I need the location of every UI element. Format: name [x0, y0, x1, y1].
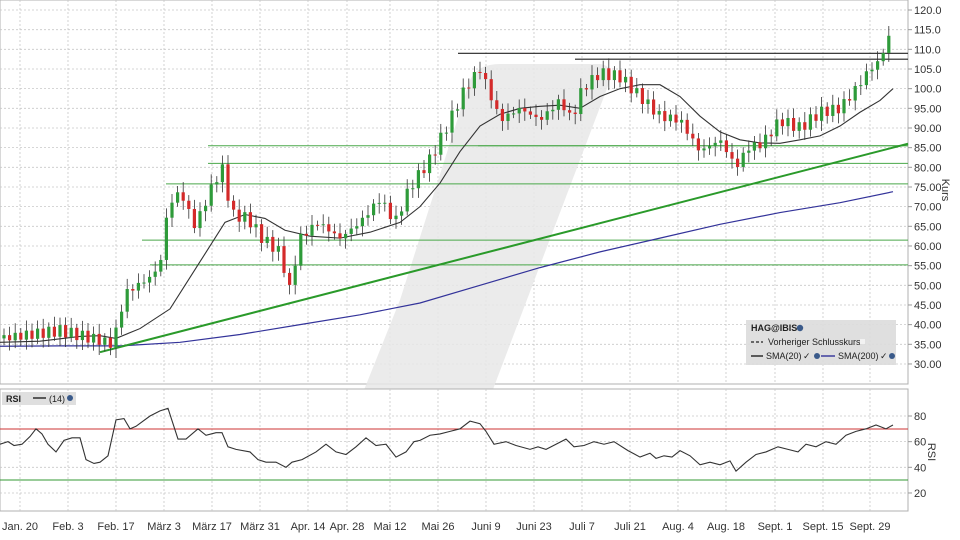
svg-text:100.0: 100.0	[914, 84, 942, 96]
svg-text:95.00: 95.00	[914, 103, 942, 115]
svg-text:70.00: 70.00	[914, 202, 942, 214]
check-icon[interactable]: ✓	[880, 351, 888, 361]
legend-sma20: SMA(20)	[766, 351, 802, 361]
svg-text:90.00: 90.00	[914, 123, 942, 135]
legend-title: HAG@IBIS	[751, 323, 797, 333]
svg-text:115.0: 115.0	[914, 25, 941, 37]
svg-text:55.00: 55.00	[914, 261, 942, 273]
rsi-grid	[0, 389, 908, 511]
svg-text:Aug. 4: Aug. 4	[662, 521, 694, 533]
support-trendline	[99, 142, 909, 354]
rsi-line	[0, 407, 894, 473]
svg-text:35.00: 35.00	[914, 339, 942, 351]
svg-text:80: 80	[914, 411, 926, 423]
svg-text:105.0: 105.0	[914, 64, 942, 76]
globe-icon[interactable]	[796, 324, 804, 332]
svg-text:85.00: 85.00	[914, 143, 942, 155]
svg-text:40: 40	[914, 462, 926, 474]
price-axis: 120.0 115.0 110.0 105.0 100.0 95.00 90.00 85.00…	[908, 5, 942, 371]
svg-text:März 17: März 17	[192, 521, 232, 533]
svg-text:120.0: 120.0	[914, 5, 942, 17]
svg-text:Mai 12: Mai 12	[373, 521, 406, 533]
svg-text:Apr. 14: Apr. 14	[291, 521, 326, 533]
svg-text:75.00: 75.00	[914, 182, 942, 194]
rsi-param: (14)	[49, 394, 65, 404]
rsi-title: RSI	[6, 394, 21, 404]
price-axis-title: Kurs	[939, 179, 951, 202]
main-panel: 120.0 115.0 110.0 105.0 100.0 95.00 90.00 85.00…	[0, 0, 951, 450]
rsi-panel: 80 60 40 20 RSI (14) RSI	[0, 388, 937, 512]
svg-text:Mai 26: Mai 26	[421, 521, 454, 533]
svg-text:Aug. 18: Aug. 18	[707, 521, 745, 533]
svg-text:Sept. 29: Sept. 29	[850, 521, 891, 533]
svg-text:Juli 7: Juli 7	[569, 521, 595, 533]
legend-prev-close: Vorheriger Schlusskurs	[768, 337, 861, 347]
candlesticks	[2, 26, 891, 359]
svg-text:Feb. 17: Feb. 17	[97, 521, 134, 533]
svg-text:110.0: 110.0	[914, 44, 941, 56]
svg-text:20: 20	[914, 488, 926, 500]
svg-text:März 3: März 3	[147, 521, 181, 533]
watermark-logo	[340, 64, 611, 450]
svg-text:80.00: 80.00	[914, 162, 942, 174]
date-axis: Jan. 20 Feb. 3 Feb. 17 März 3 März 17 März 31…	[2, 521, 891, 533]
svg-text:Feb. 3: Feb. 3	[52, 521, 83, 533]
svg-text:Sept. 15: Sept. 15	[803, 521, 844, 533]
checkbox-icon[interactable]	[860, 339, 865, 344]
legend-sma200: SMA(200)	[838, 351, 879, 361]
svg-text:März 31: März 31	[240, 521, 280, 533]
check-icon[interactable]: ✓	[803, 351, 811, 361]
svg-text:65.00: 65.00	[914, 221, 942, 233]
svg-text:Juni 23: Juni 23	[516, 521, 551, 533]
svg-text:60: 60	[914, 437, 926, 449]
svg-text:Juli 21: Juli 21	[614, 521, 646, 533]
main-legend: HAG@IBIS Vorheriger Schlusskurs SMA(20) …	[746, 320, 896, 365]
rsi-axis-title: RSI	[925, 443, 937, 461]
svg-text:60.00: 60.00	[914, 241, 942, 253]
globe-icon[interactable]	[814, 353, 820, 359]
rsi-axis: 80 60 40 20	[908, 411, 926, 500]
svg-text:Jan. 20: Jan. 20	[2, 521, 38, 533]
svg-text:50.00: 50.00	[914, 280, 942, 292]
svg-text:Sept. 1: Sept. 1	[758, 521, 793, 533]
globe-icon[interactable]	[889, 353, 895, 359]
horizontal-levels	[142, 52, 908, 266]
svg-text:Apr. 28: Apr. 28	[330, 521, 365, 533]
svg-text:30.00: 30.00	[914, 359, 942, 371]
svg-text:45.00: 45.00	[914, 300, 942, 312]
globe-icon[interactable]	[67, 395, 73, 401]
svg-text:40.00: 40.00	[914, 320, 942, 332]
svg-text:Juni 9: Juni 9	[471, 521, 500, 533]
sma200-line	[0, 191, 894, 347]
